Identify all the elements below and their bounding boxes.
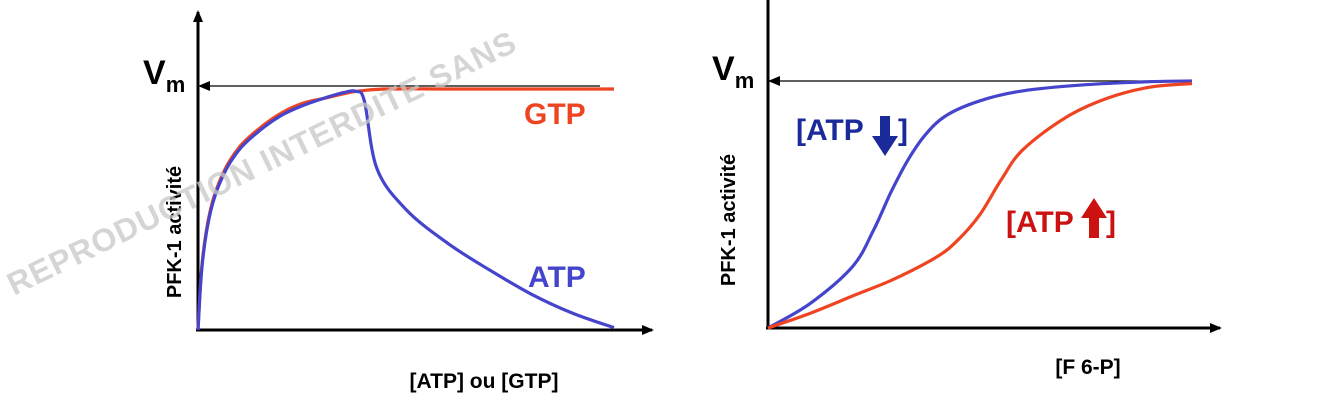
- chart-2: Vm PFK-1 activité [F 6-P] [ATP ] [ATP ]: [712, 0, 1222, 379]
- chart-1-series-atp-line: [196, 89, 615, 331]
- svg-text:[ATP: [ATP: [1006, 206, 1074, 239]
- chart-2-series-atp-high-line: [767, 81, 1193, 330]
- chart-2-x-axis-label: [F 6-P]: [1055, 356, 1120, 379]
- chart-1-vmax-label: Vm: [143, 54, 185, 97]
- chart-1: Vm PFK-1 activité [ATP] ou [GTP] GTP ATP: [143, 10, 654, 393]
- svg-text:]: ]: [1106, 206, 1116, 239]
- chart-2-vmax-label: Vm: [712, 50, 754, 93]
- chart-2-series-atp-low-label: [ATP ]: [796, 114, 908, 156]
- chart-1-x-axis-label: [ATP] ou [GTP]: [410, 370, 559, 393]
- svg-text:[ATP: [ATP: [796, 114, 864, 147]
- arrow-up-icon: [1081, 198, 1107, 238]
- chart-1-y-axis-label: PFK-1 activité: [164, 166, 186, 298]
- chart-2-series-atp-high-label: [ATP ]: [1006, 198, 1116, 239]
- chart-1-series-gtp-label: GTP: [524, 98, 586, 131]
- chart-1-series-atp-label: ATP: [528, 261, 586, 294]
- svg-text:]: ]: [898, 114, 908, 147]
- watermark: REPRODUCTION INTERDITE SANS: [1, 24, 522, 303]
- chart-2-y-axis-label: PFK-1 activité: [718, 154, 740, 286]
- arrow-down-icon: [872, 116, 898, 156]
- chart-2-series-atp-low-line: [767, 79, 1193, 330]
